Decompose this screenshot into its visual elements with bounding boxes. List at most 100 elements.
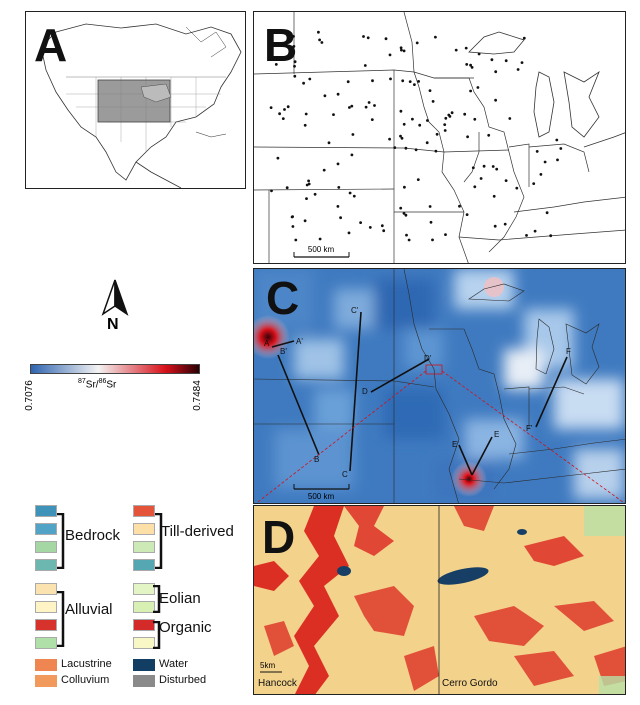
sample-point bbox=[559, 147, 563, 150]
till-swatch-2 bbox=[133, 523, 155, 535]
alluvial-swatch-4 bbox=[35, 637, 57, 649]
sample-point bbox=[494, 98, 497, 102]
sample-point bbox=[347, 231, 351, 235]
state-boundaries bbox=[254, 12, 625, 263]
sample-point bbox=[444, 233, 447, 237]
sample-point bbox=[364, 105, 368, 109]
colorbar-title: 87Sr/86Sr bbox=[78, 378, 117, 391]
panel-a-label: A bbox=[34, 19, 68, 71]
sample-point bbox=[535, 150, 539, 153]
sample-point bbox=[516, 68, 520, 71]
sample-point bbox=[317, 30, 320, 34]
sample-point bbox=[411, 117, 414, 121]
sample-point bbox=[382, 229, 386, 233]
sample-point bbox=[549, 234, 553, 238]
sample-point bbox=[393, 146, 397, 150]
sample-point bbox=[404, 213, 408, 217]
panel-c-label: C bbox=[266, 272, 300, 324]
alluvial-swatch-3 bbox=[35, 619, 57, 631]
sample-point bbox=[401, 79, 405, 83]
sample-point bbox=[414, 148, 418, 152]
sample-point bbox=[556, 158, 559, 162]
state-boundaries bbox=[254, 269, 625, 503]
north-arrow: N bbox=[95, 278, 135, 338]
colorbar-max-label: 0.7484 bbox=[191, 380, 203, 411]
sample-point bbox=[477, 52, 481, 56]
sample-point bbox=[291, 225, 295, 228]
sample-point bbox=[274, 63, 278, 66]
sample-point bbox=[490, 58, 494, 62]
svg-text:A: A bbox=[264, 339, 270, 348]
sample-point bbox=[515, 186, 519, 190]
sample-point bbox=[444, 116, 448, 120]
eolian-swatch-2 bbox=[133, 601, 155, 613]
sample-point bbox=[293, 64, 296, 68]
sample-point bbox=[368, 226, 372, 229]
sample-point bbox=[350, 104, 354, 108]
svg-text:A': A' bbox=[296, 337, 303, 346]
organic-swatch-2 bbox=[133, 637, 155, 649]
sample-point bbox=[504, 59, 508, 63]
sample-point bbox=[384, 37, 388, 41]
panel-b-sample-map: 500 km B bbox=[253, 11, 626, 264]
sample-point bbox=[413, 83, 416, 86]
svg-text:F': F' bbox=[526, 424, 533, 433]
sample-point bbox=[399, 134, 402, 138]
sample-point bbox=[303, 219, 307, 223]
colorbar: 0.7076 0.7484 87Sr/86Sr bbox=[24, 364, 203, 424]
sample-point bbox=[454, 48, 458, 52]
sample-point bbox=[465, 63, 469, 66]
colorbar-min-label: 0.7076 bbox=[23, 380, 35, 411]
lacustrine-label: Lacustrine bbox=[61, 658, 112, 670]
sample-point bbox=[270, 189, 273, 193]
sample-point bbox=[405, 233, 408, 237]
svg-text:D: D bbox=[362, 387, 368, 396]
sample-point bbox=[431, 238, 434, 242]
sample-point bbox=[408, 80, 412, 83]
sample-point bbox=[473, 117, 477, 121]
sample-point bbox=[543, 160, 547, 164]
lacustrine-swatch bbox=[35, 659, 57, 671]
sample-point bbox=[415, 41, 419, 45]
sample-point bbox=[305, 197, 308, 201]
organic-label: Organic bbox=[159, 619, 212, 636]
sample-point bbox=[318, 38, 321, 42]
sample-point bbox=[281, 117, 285, 120]
sample-location-map: 500 km bbox=[254, 12, 625, 263]
water-label: Water bbox=[159, 658, 188, 670]
till-swatch-1 bbox=[133, 505, 155, 517]
sample-point bbox=[479, 177, 483, 180]
eolian-label: Eolian bbox=[159, 590, 201, 607]
sample-point bbox=[428, 89, 432, 92]
sample-points bbox=[269, 30, 563, 242]
eolian-swatch-1 bbox=[133, 583, 155, 595]
svg-text:E': E' bbox=[452, 440, 459, 449]
disturbed-label: Disturbed bbox=[159, 674, 207, 686]
sample-point bbox=[307, 182, 311, 186]
sample-point bbox=[294, 238, 298, 242]
sample-point bbox=[434, 149, 438, 153]
sample-point bbox=[400, 48, 403, 52]
study-area-box bbox=[425, 364, 443, 375]
sample-point bbox=[370, 118, 374, 121]
svg-text:C: C bbox=[342, 470, 348, 479]
sample-point bbox=[417, 80, 420, 83]
sample-point bbox=[346, 80, 350, 84]
svg-text:B: B bbox=[314, 455, 319, 464]
sample-point bbox=[348, 106, 351, 109]
sample-point bbox=[322, 168, 326, 172]
sample-point bbox=[463, 112, 467, 116]
cerro-gordo-label: Cerro Gordo bbox=[442, 678, 498, 689]
sample-point bbox=[508, 117, 512, 120]
sample-point bbox=[495, 167, 499, 171]
sample-point bbox=[555, 138, 559, 142]
svg-text:B': B' bbox=[280, 347, 287, 356]
sample-point bbox=[520, 61, 524, 64]
sample-point bbox=[494, 70, 498, 74]
sample-point bbox=[465, 213, 469, 217]
svg-text:C': C' bbox=[351, 306, 359, 315]
sample-point bbox=[278, 112, 281, 116]
sample-point bbox=[351, 133, 355, 136]
sample-point bbox=[545, 211, 549, 215]
water-bodies bbox=[337, 529, 527, 585]
